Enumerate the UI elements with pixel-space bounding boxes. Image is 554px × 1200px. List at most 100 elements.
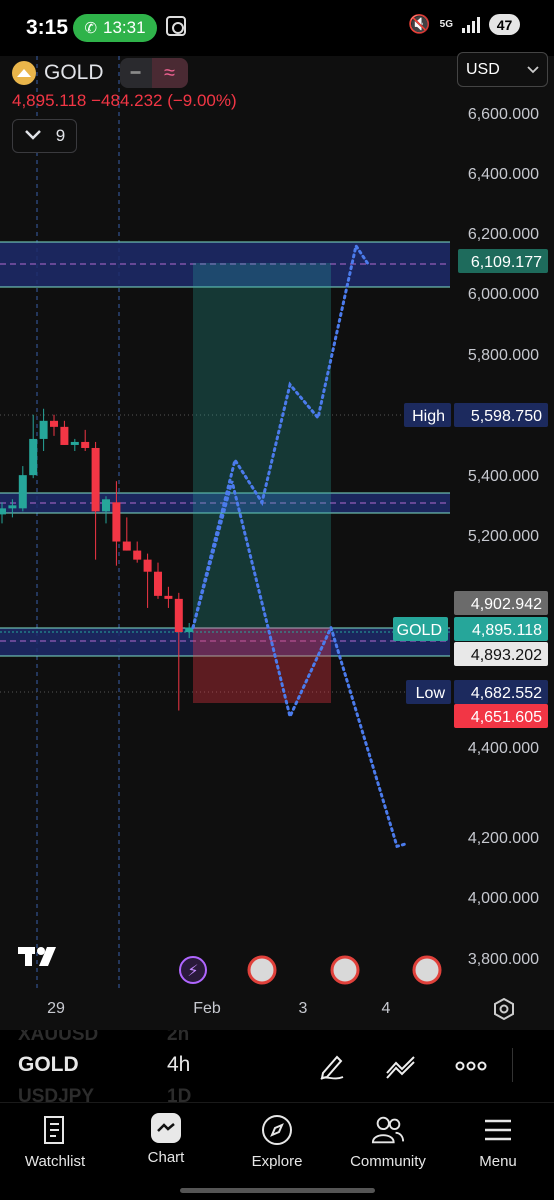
chart-settings-gear-icon[interactable] [493, 998, 515, 1020]
chart-area[interactable]: ⚡ 6,600.000 6,400.000 6,200.000 6,000.000 5,… [0, 56, 554, 1030]
symbol-price-label: GOLD [397, 622, 442, 639]
nav-label: Chart [147, 1149, 185, 1166]
us-flag-event-icon[interactable] [330, 955, 360, 985]
candle-body [70, 441, 79, 445]
sl-price-tag-bg [454, 704, 548, 728]
call-indicator[interactable]: ✆ 13:31 [73, 14, 157, 42]
time-label: 4 [381, 1000, 391, 1017]
high-value-tag: 5,598.750 [471, 408, 542, 425]
indicators-toggle-button[interactable]: 9 [12, 119, 77, 153]
price-tick-label: 5,800.000 [468, 347, 539, 364]
toolbar-symbol[interactable]: GOLD [18, 1053, 79, 1076]
candle-body [8, 505, 17, 509]
prev-interval: 2h [167, 1030, 190, 1045]
nav-community[interactable]: Community [333, 1113, 443, 1170]
status-time: 3:15 [26, 16, 69, 39]
prev-symbol: XAUUSD [18, 1030, 99, 1045]
community-icon [371, 1113, 405, 1147]
battery-icon: 47 [489, 14, 520, 35]
call-duration: 13:31 [103, 18, 146, 37]
tradingview-logo [18, 947, 56, 966]
event-markers: ⚡ [179, 955, 442, 985]
toolbar-interval[interactable]: 4h [167, 1053, 191, 1076]
price-chart[interactable]: ⚡ 6,600.000 6,400.000 6,200.000 6,000.000 5,… [0, 56, 554, 1030]
projection-up-path [191, 242, 370, 630]
candle-body [50, 420, 58, 427]
candle-body [0, 508, 6, 515]
candle-body [102, 499, 110, 512]
candle-body [174, 598, 183, 633]
candle-body [81, 441, 90, 448]
wave-icon[interactable]: ≈ [151, 58, 188, 88]
phone-icon: ✆ [84, 20, 98, 37]
menu-icon [481, 1113, 515, 1147]
network-label: 5G [439, 18, 453, 30]
price-tick-label: 6,000.000 [468, 286, 539, 303]
low-label-bg [406, 680, 451, 704]
projection-layer [191, 242, 410, 849]
price-tick-label: 6,200.000 [468, 226, 539, 243]
tp-price-tag: 6,109.177 [471, 254, 542, 271]
currency-select[interactable]: USD [457, 52, 548, 87]
nav-label: Menu [479, 1153, 517, 1170]
nav-label: Watchlist [24, 1153, 86, 1170]
symbol-name[interactable]: GOLD [44, 61, 104, 84]
nav-label: Explore [251, 1153, 303, 1170]
currency-value: USD [466, 60, 500, 78]
chart-background [0, 56, 450, 990]
next-interval: 1D [167, 1086, 192, 1102]
symbol-header[interactable]: GOLD ━ ≈ [12, 58, 188, 88]
chart-type-toggle[interactable]: ━ ≈ [119, 58, 188, 88]
chevron-down-icon [527, 61, 539, 79]
time-axis[interactable]: 29 Feb 3 4 [0, 988, 554, 1030]
minus-icon[interactable]: ━ [119, 58, 152, 88]
candles-layer [0, 408, 194, 711]
candle-body [39, 420, 48, 439]
nav-explore[interactable]: Explore [222, 1113, 332, 1170]
long-position-target[interactable] [193, 263, 331, 628]
high-label-bg [404, 403, 451, 427]
tp-price-tag-bg [458, 249, 548, 273]
price-axis[interactable]: 6,600.000 6,400.000 6,200.000 6,000.000 5,80… [393, 106, 548, 968]
bottom-navigation: Watchlist Chart Explore Community Menu [0, 1102, 554, 1200]
toolbar-divider [512, 1048, 513, 1082]
us-flag-event-icon[interactable] [412, 955, 442, 985]
upper-price-tag-bg [454, 591, 548, 615]
symbol-price-label-bg [393, 617, 448, 641]
nav-label: Community [350, 1153, 426, 1170]
trend-lines-icon[interactable] [381, 1046, 421, 1086]
price-tick-label: 4,400.000 [468, 740, 539, 757]
us-flag-event-icon[interactable] [247, 955, 277, 985]
mute-icon: 🔇 [408, 14, 431, 34]
candle-body [133, 550, 142, 560]
price-tick-label: 3,800.000 [468, 951, 539, 968]
low-value-tag-bg [454, 680, 548, 704]
last-price-tag: 4,895.118 [472, 622, 542, 639]
lower-price-tag: 4,893.202 [471, 647, 542, 664]
candle-body [122, 541, 131, 551]
low-label: Low [416, 685, 446, 702]
more-tools-icon[interactable] [451, 1046, 491, 1086]
status-bar: 3:15 ✆ 13:31 🔇 5G 47 [0, 0, 554, 56]
draw-pencil-icon[interactable] [312, 1046, 352, 1086]
price-change-line: 4,895.118 −484.232 (−9.00%) [12, 91, 237, 111]
chart-toolbar: XAUUSD 2h GOLD 4h USDJPY 1D [0, 1030, 554, 1102]
low-value-tag: 4,682.552 [471, 685, 542, 702]
nav-watchlist[interactable]: Watchlist [0, 1113, 110, 1170]
nav-menu[interactable]: Menu [443, 1113, 553, 1170]
upper-price-tag: 4,902.942 [471, 596, 542, 613]
nav-chart[interactable]: Chart [111, 1113, 221, 1166]
watchlist-icon [38, 1113, 72, 1147]
candle-body [154, 571, 162, 596]
candle-body [18, 475, 27, 509]
scan-icon [166, 16, 186, 36]
compass-icon [260, 1113, 294, 1147]
indicator-count: 9 [55, 126, 66, 145]
next-symbol: USDJPY [18, 1086, 95, 1102]
price-tick-label: 5,400.000 [468, 468, 539, 485]
event-lightning-icon[interactable] [179, 956, 207, 984]
price-tick-label: 4,000.000 [468, 890, 539, 907]
long-position-stop[interactable] [193, 628, 331, 703]
price-tick-label: 4,200.000 [468, 830, 539, 847]
time-label: 29 [47, 1000, 65, 1017]
